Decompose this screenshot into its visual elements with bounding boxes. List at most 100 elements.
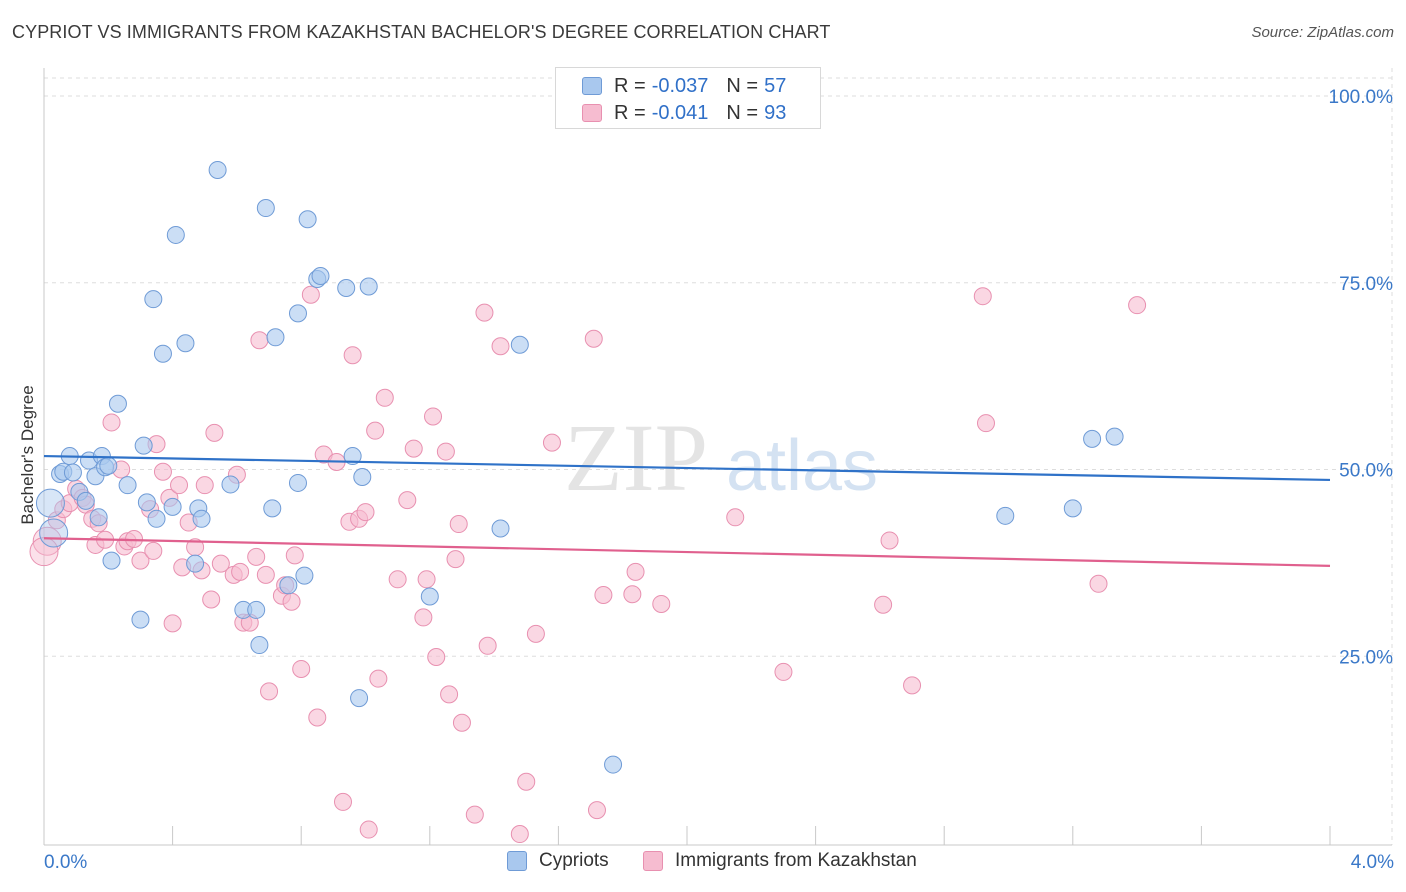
kazakhstan-point (356, 503, 375, 522)
y-tick-label-100: 100.0% (1329, 87, 1394, 108)
kazakhstan-point (626, 562, 645, 581)
cypriots-point (250, 636, 269, 655)
legend-row-cypriots: R = -0.037 N = 57 (582, 73, 786, 99)
cypriots-point (63, 463, 82, 482)
cypriots-point (35, 488, 65, 518)
kazakhstan-point (517, 772, 536, 791)
cypriots-point (163, 497, 182, 516)
kazakhstan-point (343, 346, 362, 365)
kazakhstan-point (205, 423, 224, 442)
legend-r-value-cypriots: -0.037 (651, 74, 709, 97)
kazakhstan-point (478, 636, 497, 655)
kazakhstan-point (726, 508, 745, 527)
kazakhstan-point (623, 585, 642, 604)
kazakhstan-point (202, 590, 221, 609)
kazakhstan-point (308, 708, 327, 727)
legend-n-label: N = (726, 101, 759, 124)
cypriots-point (147, 509, 166, 528)
kazakhstan-point (1089, 574, 1108, 593)
kazakhstan-point (301, 285, 320, 304)
cypriots-point (337, 278, 356, 297)
kazakhstan-point (250, 331, 269, 350)
cypriots-point (420, 587, 439, 606)
cypriots-point (166, 225, 185, 244)
series-cypriots-points (35, 160, 1124, 774)
kazakhstan-point (417, 570, 436, 589)
cypriots-point (279, 576, 298, 595)
kazakhstan-point (491, 337, 510, 356)
x-tick-label-min: 0.0% (44, 852, 88, 873)
kazakhstan-point (285, 546, 304, 565)
cypriots-point (510, 335, 529, 354)
kazakhstan-point (436, 442, 455, 461)
kazakhstan-point (131, 551, 150, 570)
kazakhstan-point (510, 825, 529, 844)
kazakhstan-point (774, 662, 793, 681)
bottom-legend-cypriots: Cypriots (507, 850, 609, 872)
cypriots-point (288, 473, 307, 492)
kazakhstan-point (976, 414, 995, 433)
legend-n-label: N = (726, 74, 759, 97)
cypriots-point (343, 447, 362, 466)
kazakhstan-point (449, 515, 468, 534)
legend-swatch-kazakhstan (582, 104, 602, 122)
cypriots-point (192, 509, 211, 528)
legend-n-value-kazakhstan: 93 (764, 101, 787, 124)
kazakhstan-point (594, 585, 613, 604)
kazakhstan-point (404, 439, 423, 458)
kazakhstan-point (388, 570, 407, 589)
cypriots-point (350, 689, 369, 708)
y-tick-label-25: 25.0% (1339, 647, 1393, 668)
kazakhstan-point (153, 462, 172, 481)
kazakhstan-point (260, 682, 279, 701)
legend-r-label: R = (614, 101, 646, 124)
cypriots-point (118, 476, 137, 495)
cypriots-point (491, 519, 510, 538)
legend-row-kazakhstan: R = -0.041 N = 93 (582, 100, 786, 126)
cypriots-point (99, 456, 118, 475)
cypriots-point (295, 566, 314, 585)
kazakhstan-point (446, 550, 465, 569)
kazakhstan-point (427, 647, 446, 666)
cypriots-point (288, 304, 307, 323)
bottom-legend-label-cypriots: Cypriots (539, 850, 609, 871)
kazakhstan-point (584, 329, 603, 348)
cypriots-point (256, 199, 275, 218)
y-tick-label-50: 50.0% (1339, 461, 1393, 482)
cypriots-point (604, 755, 623, 774)
kazakhstan-point (440, 685, 459, 704)
source-label: Source: ZipAtlas.com (1251, 24, 1394, 41)
kazakhstan-point (195, 476, 214, 495)
kazakhstan-point (211, 554, 230, 573)
cypriots-point (266, 328, 285, 347)
kazakhstan-point (32, 526, 62, 556)
kazakhstan-point (163, 614, 182, 633)
kazakhstan-point (375, 388, 394, 407)
cypriots-point (247, 600, 266, 619)
kazakhstan-point (282, 592, 301, 611)
cypriots-point (311, 267, 330, 286)
kazakhstan-point (414, 608, 433, 627)
kazakhstan-point (587, 801, 606, 820)
trend-line-cypriots (43, 454, 1331, 482)
cypriots-point (131, 610, 150, 629)
bottom-legend-swatch-kazakhstan (643, 851, 663, 871)
legend-r-label: R = (614, 74, 646, 97)
cypriots-point (144, 290, 163, 309)
bottom-legend-label-kazakhstan: Immigrants from Kazakhstan (675, 850, 917, 871)
chart-title: CYPRIOT VS IMMIGRANTS FROM KAZAKHSTAN BA… (12, 22, 831, 42)
cypriots-point (1083, 429, 1102, 448)
kazakhstan-point (973, 287, 992, 306)
kazakhstan-point (542, 433, 561, 452)
kazakhstan-point (359, 820, 378, 839)
watermark-zip: ZIP (564, 404, 708, 511)
cypriots-point (39, 518, 69, 548)
kazakhstan-point (170, 476, 189, 495)
kazakhstan-point (29, 537, 59, 567)
axes-layer (43, 68, 1392, 846)
kazakhstan-point (903, 676, 922, 695)
watermark-atlas: atlas (726, 426, 878, 506)
cypriots-point (1063, 499, 1082, 518)
cypriots-point (186, 554, 205, 573)
